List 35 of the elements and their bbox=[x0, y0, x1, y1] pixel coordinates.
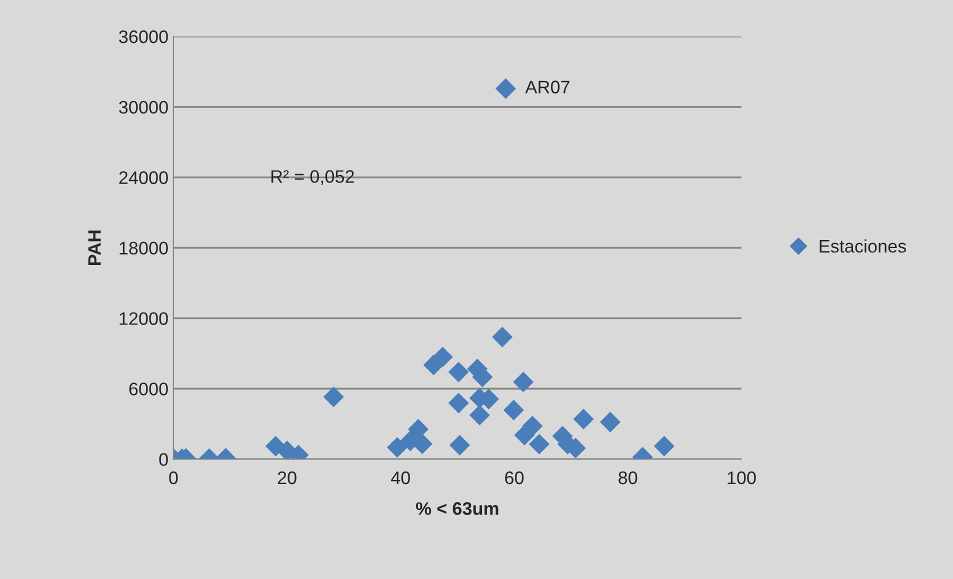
legend-label: Estaciones bbox=[820, 239, 906, 253]
point bbox=[408, 418, 429, 440]
point bbox=[386, 437, 408, 458]
y-tick-label: 24000 bbox=[119, 171, 168, 184]
x-tick-label: 60 bbox=[505, 471, 524, 484]
point bbox=[448, 362, 469, 382]
point bbox=[528, 434, 550, 454]
y-axis-title: PAH bbox=[88, 230, 101, 265]
point bbox=[448, 392, 469, 414]
point bbox=[492, 326, 513, 348]
x-tick-label: 20 bbox=[278, 471, 296, 484]
point bbox=[323, 386, 344, 408]
x-axis-title: % < 63um bbox=[416, 502, 498, 515]
y-tick-label: 36000 bbox=[119, 30, 168, 44]
point bbox=[513, 372, 534, 392]
point bbox=[432, 346, 453, 368]
point bbox=[522, 416, 543, 436]
x-tick-label: 100 bbox=[728, 471, 756, 484]
point bbox=[503, 400, 524, 420]
point bbox=[449, 434, 470, 456]
x-tick-label: 40 bbox=[391, 471, 410, 484]
y-tick-label: 0 bbox=[159, 453, 168, 466]
point bbox=[654, 436, 674, 456]
point bbox=[573, 408, 594, 430]
y-tick-label: 18000 bbox=[120, 242, 168, 255]
point bbox=[600, 412, 621, 432]
annotation: R² = 0,052 bbox=[271, 170, 354, 186]
x-tick-label: 0 bbox=[169, 471, 178, 484]
annotation: AR07 bbox=[525, 80, 570, 94]
point bbox=[469, 404, 490, 426]
y-tick-label: 30000 bbox=[119, 100, 168, 114]
y-tick-label: 12000 bbox=[120, 312, 168, 325]
point bbox=[495, 78, 516, 99]
x-tick-label: 80 bbox=[618, 471, 638, 484]
y-tick-label: 6000 bbox=[129, 382, 168, 396]
